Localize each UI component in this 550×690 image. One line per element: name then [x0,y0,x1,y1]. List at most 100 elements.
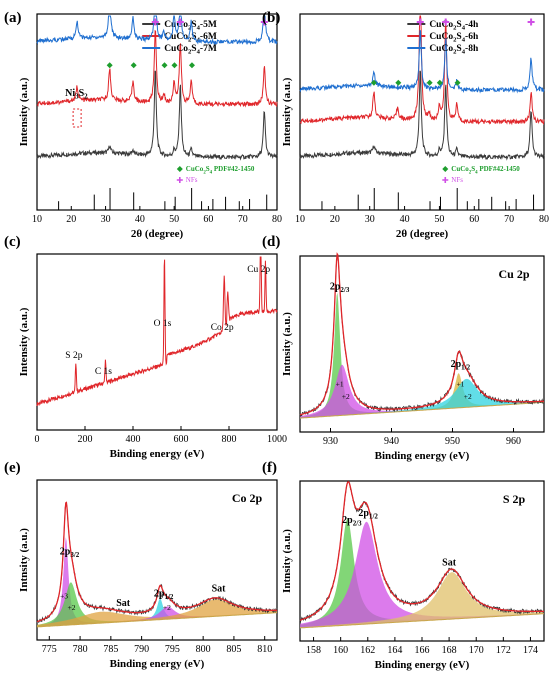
diamond-marker [161,62,168,69]
legend-label-part: 4 [197,49,201,56]
reference-label-part: 2 [203,171,206,176]
x-tick-label: 20 [66,214,76,225]
legend-label-part: CuCo [164,20,188,30]
diamond-marker [176,166,183,172]
baseline-line [300,613,544,629]
x-tick-label: 10 [32,214,42,225]
panel-c: 0 200 400 600 800 1000 Binding energy (eV) Inte… [18,253,287,460]
x-tick-label: 172 [496,645,511,656]
peak-label: S 2p [65,351,82,361]
series-line [36,70,278,161]
y-axis-label: Intnsity (a.u.) [281,529,293,593]
nf-marker [442,177,449,183]
x-tick-label: 950 [445,436,460,447]
x-tick-label: 160 [333,645,348,656]
nf-marker [176,177,183,183]
legend-label-part: S [191,44,196,54]
legend-label-part: 2 [453,49,457,56]
peak-label-part: 2p [358,508,369,519]
reference-label-part: 4 [475,171,478,176]
nf-marker [176,18,184,26]
x-tick-label: 805 [226,644,241,655]
component-label: +2 [342,392,350,401]
legend-label-part: S [456,44,461,54]
x-tick-label: 790 [134,644,149,655]
x-tick-label: 800 [222,434,237,445]
x-tick-label: 20 [330,214,340,225]
peak-label-part: 3/2 [70,551,79,559]
plot-frame [36,253,278,431]
x-tick-label: 775 [42,644,57,655]
peak-label-part: 2p [451,359,462,370]
x-tick-label: 600 [174,434,189,445]
x-tick-label: 162 [360,645,375,656]
peak-label: 2p3/2 [60,546,80,559]
annotation-box [72,108,82,128]
diamond-marker [130,62,137,69]
legend-label-part: -6h [465,32,479,42]
panel-b: 10 20 30 40 50 60 70 80 2θ (degree) Intensity (a.… [281,13,549,240]
component-label: +1 [456,380,464,389]
reference-label-part: S [471,165,475,173]
satellite-label: Sat [442,557,457,568]
fit-component [300,521,544,628]
legend-label-part: CuCo [429,44,453,54]
x-tick-label: 168 [442,645,457,656]
legend-label-part: -4h [465,20,479,30]
diamond-marker [454,79,461,86]
peak-label: Co 2p [211,323,234,333]
panel-label: (f) [262,460,277,476]
peak-label: O 1s [154,319,172,329]
peak-label-part: 1/2 [461,364,470,372]
x-tick-label: 60 [469,214,479,225]
legend-label: CuCo2S4-8h [429,44,479,56]
reference-label-part: CuCo [186,165,204,173]
peak-label-part: 2p [342,515,353,526]
legend-label-part: -8h [465,44,479,54]
legend-label-part: 4 [462,49,466,56]
panel-title: Cu 2p [498,267,529,281]
nf-marker [260,18,268,26]
diamond-marker [426,79,433,86]
legend-label: CuCo2S4-7M [164,44,217,56]
x-tick-label: 164 [387,645,402,656]
x-tick-label: 200 [78,434,93,445]
fit-component [300,572,544,628]
component-label: +2 [67,603,75,612]
component-label: +2 [163,603,171,612]
legend-label-part: -5M [200,20,217,30]
series-line [36,15,278,46]
nf-label: NFs [451,176,463,184]
nf-marker [416,18,424,26]
x-tick-label: 960 [506,436,521,447]
panel-label: (e) [4,460,21,476]
x-tick-label: 158 [306,645,321,656]
x-tick-label: 70 [504,214,514,225]
fit-envelope-line [36,501,277,623]
x-tick-label: 40 [135,214,145,225]
diamond-marker [171,62,178,69]
nf-marker [527,18,535,26]
x-axis-label: 2θ (degree) [396,228,449,240]
peak-label: 2p1/2 [358,508,378,521]
x-tick-label: 1000 [267,434,287,445]
annotation-label: Ni3S2 [65,88,88,101]
peak-label-part: 2p [330,282,341,293]
x-tick-label: 80 [272,214,282,225]
x-tick-label: 60 [203,214,213,225]
legend-label-part: -7M [200,44,217,54]
reference-label-part: CuCo [451,165,469,173]
x-axis-label: Binding energy (eV) [110,658,205,670]
legend-label: CuCo2S4-4h [429,20,479,32]
diamond-marker [106,62,113,69]
peak-label: C 1s [95,367,112,377]
legend-label-part: 4 [197,25,201,32]
series-line [36,29,278,108]
reference-label-part: 2 [469,171,472,176]
series-line [299,70,545,161]
satellite-label: Sat [212,583,227,594]
nf-label: NFs [186,176,198,184]
x-tick-label: 170 [469,645,484,656]
y-axis-label: Intensity (a.u.) [281,77,293,146]
reference-label: CuCo2S4 PDF#42-1450 [451,165,520,176]
